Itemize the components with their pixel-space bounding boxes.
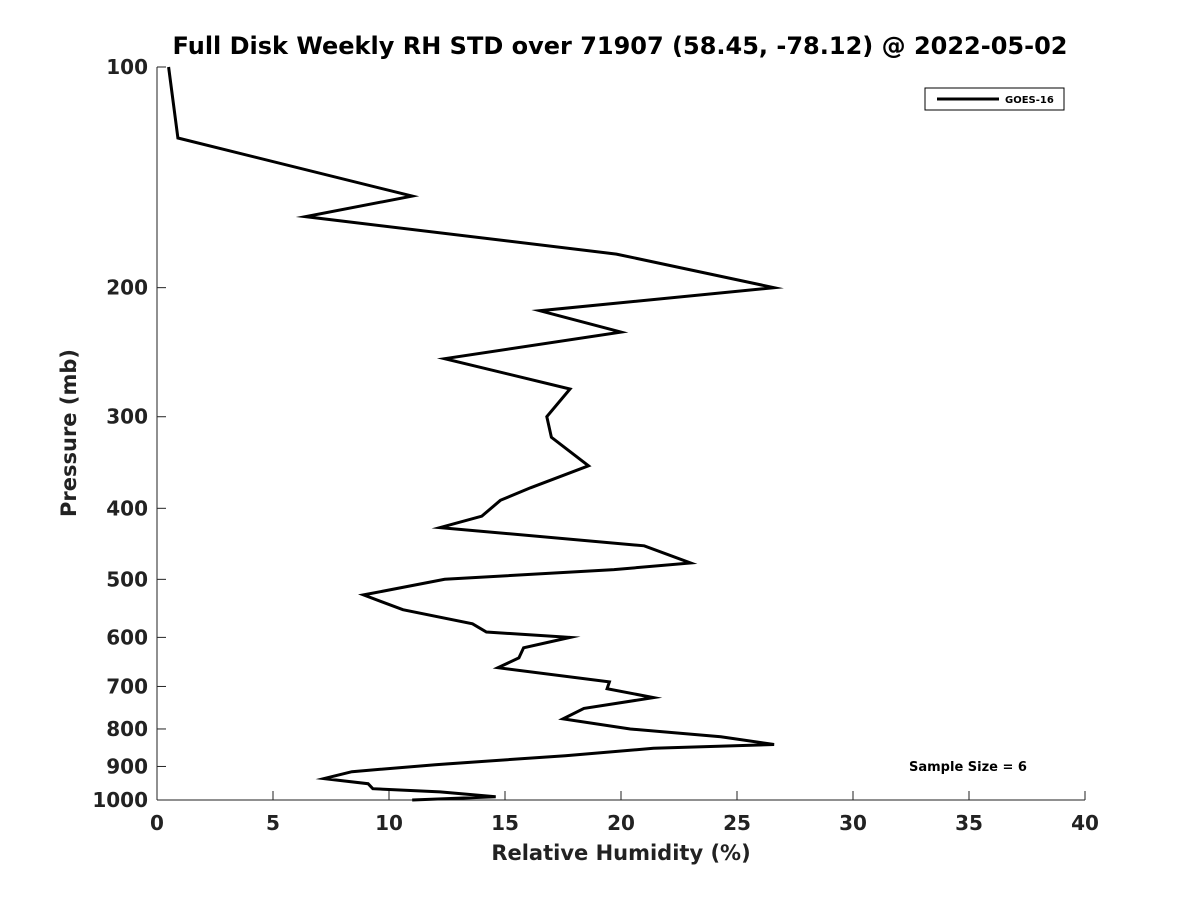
y-tick-label: 800	[106, 717, 148, 741]
y-tick-label: 600	[106, 625, 148, 649]
x-tick-label: 30	[839, 811, 867, 835]
x-tick-label: 40	[1071, 811, 1099, 835]
y-tick-label: 300	[106, 405, 148, 429]
y-tick-label: 200	[106, 276, 148, 300]
chart-title: Full Disk Weekly RH STD over 71907 (58.4…	[173, 32, 1068, 60]
x-tick-label: 10	[375, 811, 403, 835]
y-ticks: 100 200 300 400 500 600 700 800 900 1000	[92, 55, 166, 812]
sample-size-annotation: Sample Size = 6	[909, 760, 1027, 775]
x-ticks: 0 5 10 15 20 25 30 35 40	[150, 791, 1099, 835]
x-tick-label: 0	[150, 811, 164, 835]
x-tick-label: 5	[266, 811, 280, 835]
x-tick-label: 35	[955, 811, 983, 835]
y-axis-label: Pressure (mb)	[57, 349, 81, 517]
x-axis-label: Relative Humidity (%)	[491, 841, 750, 865]
y-tick-label: 700	[106, 674, 148, 698]
y-tick-label: 900	[106, 754, 148, 778]
x-tick-label: 20	[607, 811, 635, 835]
legend: GOES-16	[924, 87, 1065, 111]
y-tick-label: 1000	[92, 788, 148, 812]
y-tick-label: 400	[106, 496, 148, 520]
y-tick-label: 100	[106, 55, 148, 79]
x-tick-label: 15	[491, 811, 519, 835]
y-tick-label: 500	[106, 567, 148, 591]
series-layer	[167, 66, 784, 802]
series-line-goes-16	[167, 66, 784, 802]
legend-label: GOES-16	[1005, 95, 1054, 106]
x-tick-label: 25	[723, 811, 751, 835]
